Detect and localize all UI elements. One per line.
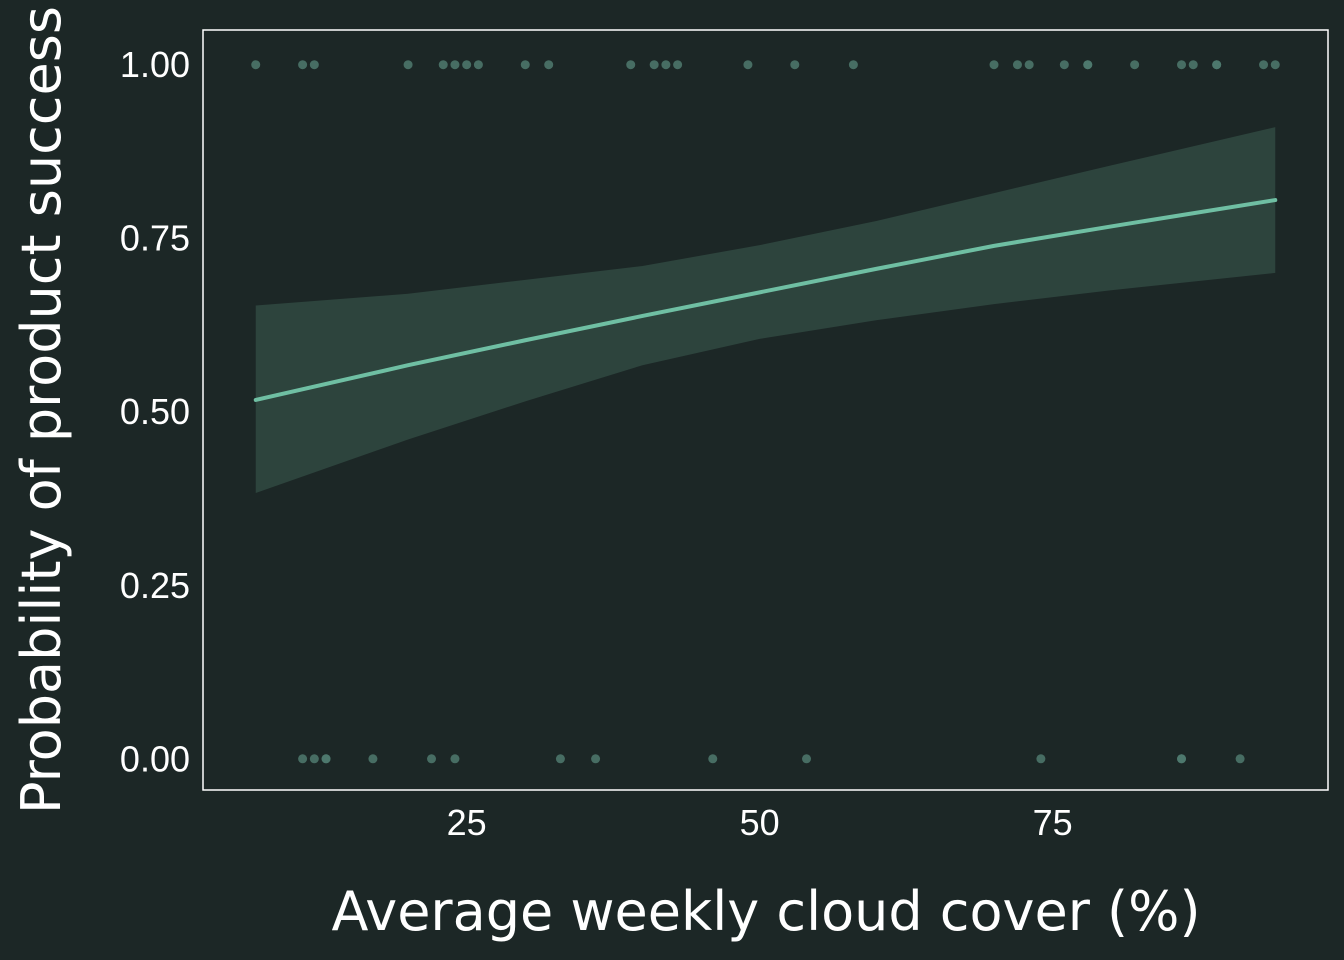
data-point bbox=[473, 60, 483, 70]
y-tick-label: 1.00 bbox=[120, 44, 190, 85]
data-point bbox=[848, 60, 858, 70]
data-point bbox=[1012, 60, 1022, 70]
y-tick-label: 0.75 bbox=[120, 218, 190, 259]
data-point bbox=[1083, 60, 1093, 70]
data-point bbox=[661, 60, 671, 70]
data-point bbox=[555, 754, 565, 764]
x-tick-label: 50 bbox=[740, 802, 780, 843]
fit-line-layer bbox=[253, 198, 1278, 402]
data-point bbox=[1177, 754, 1187, 764]
x-axis-title: Average weekly cloud cover (%) bbox=[331, 880, 1200, 943]
data-point bbox=[591, 754, 601, 764]
fit-line bbox=[253, 198, 1278, 402]
data-point bbox=[251, 60, 261, 70]
x-axis-ticks: 25 50 75 bbox=[447, 802, 1073, 843]
data-point bbox=[544, 60, 554, 70]
data-point bbox=[298, 60, 308, 70]
y-tick-label: 0.25 bbox=[120, 565, 190, 606]
data-point bbox=[1036, 754, 1046, 764]
data-point bbox=[989, 60, 999, 70]
data-point bbox=[321, 754, 331, 764]
data-point bbox=[520, 60, 530, 70]
x-tick-label: 25 bbox=[447, 802, 487, 843]
data-point bbox=[309, 60, 319, 70]
data-point bbox=[450, 60, 460, 70]
data-point bbox=[649, 60, 659, 70]
y-tick-label: 0.00 bbox=[120, 738, 190, 779]
y-axis-title: Probability of product success bbox=[10, 6, 73, 814]
data-point bbox=[309, 754, 319, 764]
scatter-points-layer bbox=[251, 60, 1280, 764]
confidence-ribbon bbox=[255, 127, 1276, 493]
data-point bbox=[427, 754, 437, 764]
y-axis-ticks: 0.00 0.25 0.50 0.75 1.00 bbox=[120, 44, 190, 779]
data-point bbox=[1235, 754, 1245, 764]
confidence-ribbon-layer bbox=[255, 127, 1276, 493]
data-point bbox=[743, 60, 753, 70]
data-point bbox=[673, 60, 683, 70]
data-point bbox=[1059, 60, 1069, 70]
data-point bbox=[368, 754, 378, 764]
data-point bbox=[1270, 60, 1280, 70]
data-point bbox=[1212, 60, 1222, 70]
data-point bbox=[626, 60, 636, 70]
data-point bbox=[462, 60, 472, 70]
data-point bbox=[1259, 60, 1269, 70]
data-point bbox=[438, 60, 448, 70]
data-point bbox=[790, 60, 800, 70]
data-point bbox=[1188, 60, 1198, 70]
data-point bbox=[802, 754, 812, 764]
data-point bbox=[708, 754, 718, 764]
data-point bbox=[450, 754, 460, 764]
plot-frame bbox=[202, 29, 1329, 791]
y-tick-label: 0.50 bbox=[120, 391, 190, 432]
data-point bbox=[298, 754, 308, 764]
data-point bbox=[1130, 60, 1140, 70]
data-point bbox=[403, 60, 413, 70]
data-point bbox=[1177, 60, 1187, 70]
data-point bbox=[1024, 60, 1034, 70]
x-tick-label: 75 bbox=[1033, 802, 1073, 843]
